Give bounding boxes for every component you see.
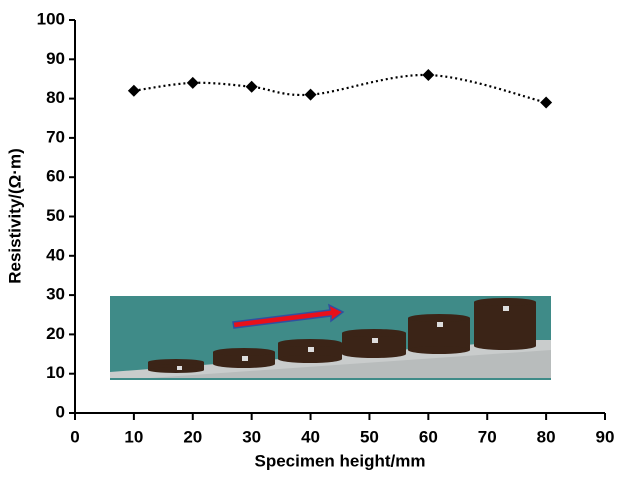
y-tick-label: 20 bbox=[46, 324, 65, 343]
x-tick-label: 60 bbox=[419, 427, 438, 446]
x-tick-label: 70 bbox=[478, 427, 497, 446]
x-tick-label: 0 bbox=[70, 427, 79, 446]
x-tick-label: 50 bbox=[360, 427, 379, 446]
y-tick-label: 10 bbox=[46, 363, 65, 382]
y-tick-label: 30 bbox=[46, 285, 65, 304]
y-axis-label: Resistivity/(Ω·m) bbox=[5, 148, 24, 284]
x-tick-label: 20 bbox=[183, 427, 202, 446]
y-tick-label: 70 bbox=[46, 127, 65, 146]
data-point bbox=[305, 89, 317, 101]
x-tick-label: 40 bbox=[301, 427, 320, 446]
y-tick-label: 90 bbox=[46, 49, 65, 68]
y-tick-label: 60 bbox=[46, 167, 65, 186]
y-tick-label: 40 bbox=[46, 245, 65, 264]
data-point bbox=[128, 85, 140, 97]
x-tick-label: 80 bbox=[537, 427, 556, 446]
x-tick-label: 90 bbox=[596, 427, 615, 446]
y-tick-label: 0 bbox=[56, 402, 65, 421]
data-point bbox=[422, 69, 434, 81]
data-point bbox=[187, 77, 199, 89]
data-point bbox=[540, 97, 552, 109]
data-point bbox=[246, 81, 258, 93]
data-line bbox=[134, 75, 546, 103]
y-tick-label: 80 bbox=[46, 88, 65, 107]
y-tick-label: 50 bbox=[46, 206, 65, 225]
x-tick-label: 30 bbox=[242, 427, 261, 446]
y-tick-label: 100 bbox=[37, 9, 65, 28]
x-axis-label: Specimen height/mm bbox=[255, 451, 426, 470]
x-tick-label: 10 bbox=[124, 427, 143, 446]
inset-image bbox=[110, 296, 551, 380]
chart: Specimen height/mm Resistivity/(Ω·m) 0 10… bbox=[0, 0, 627, 472]
